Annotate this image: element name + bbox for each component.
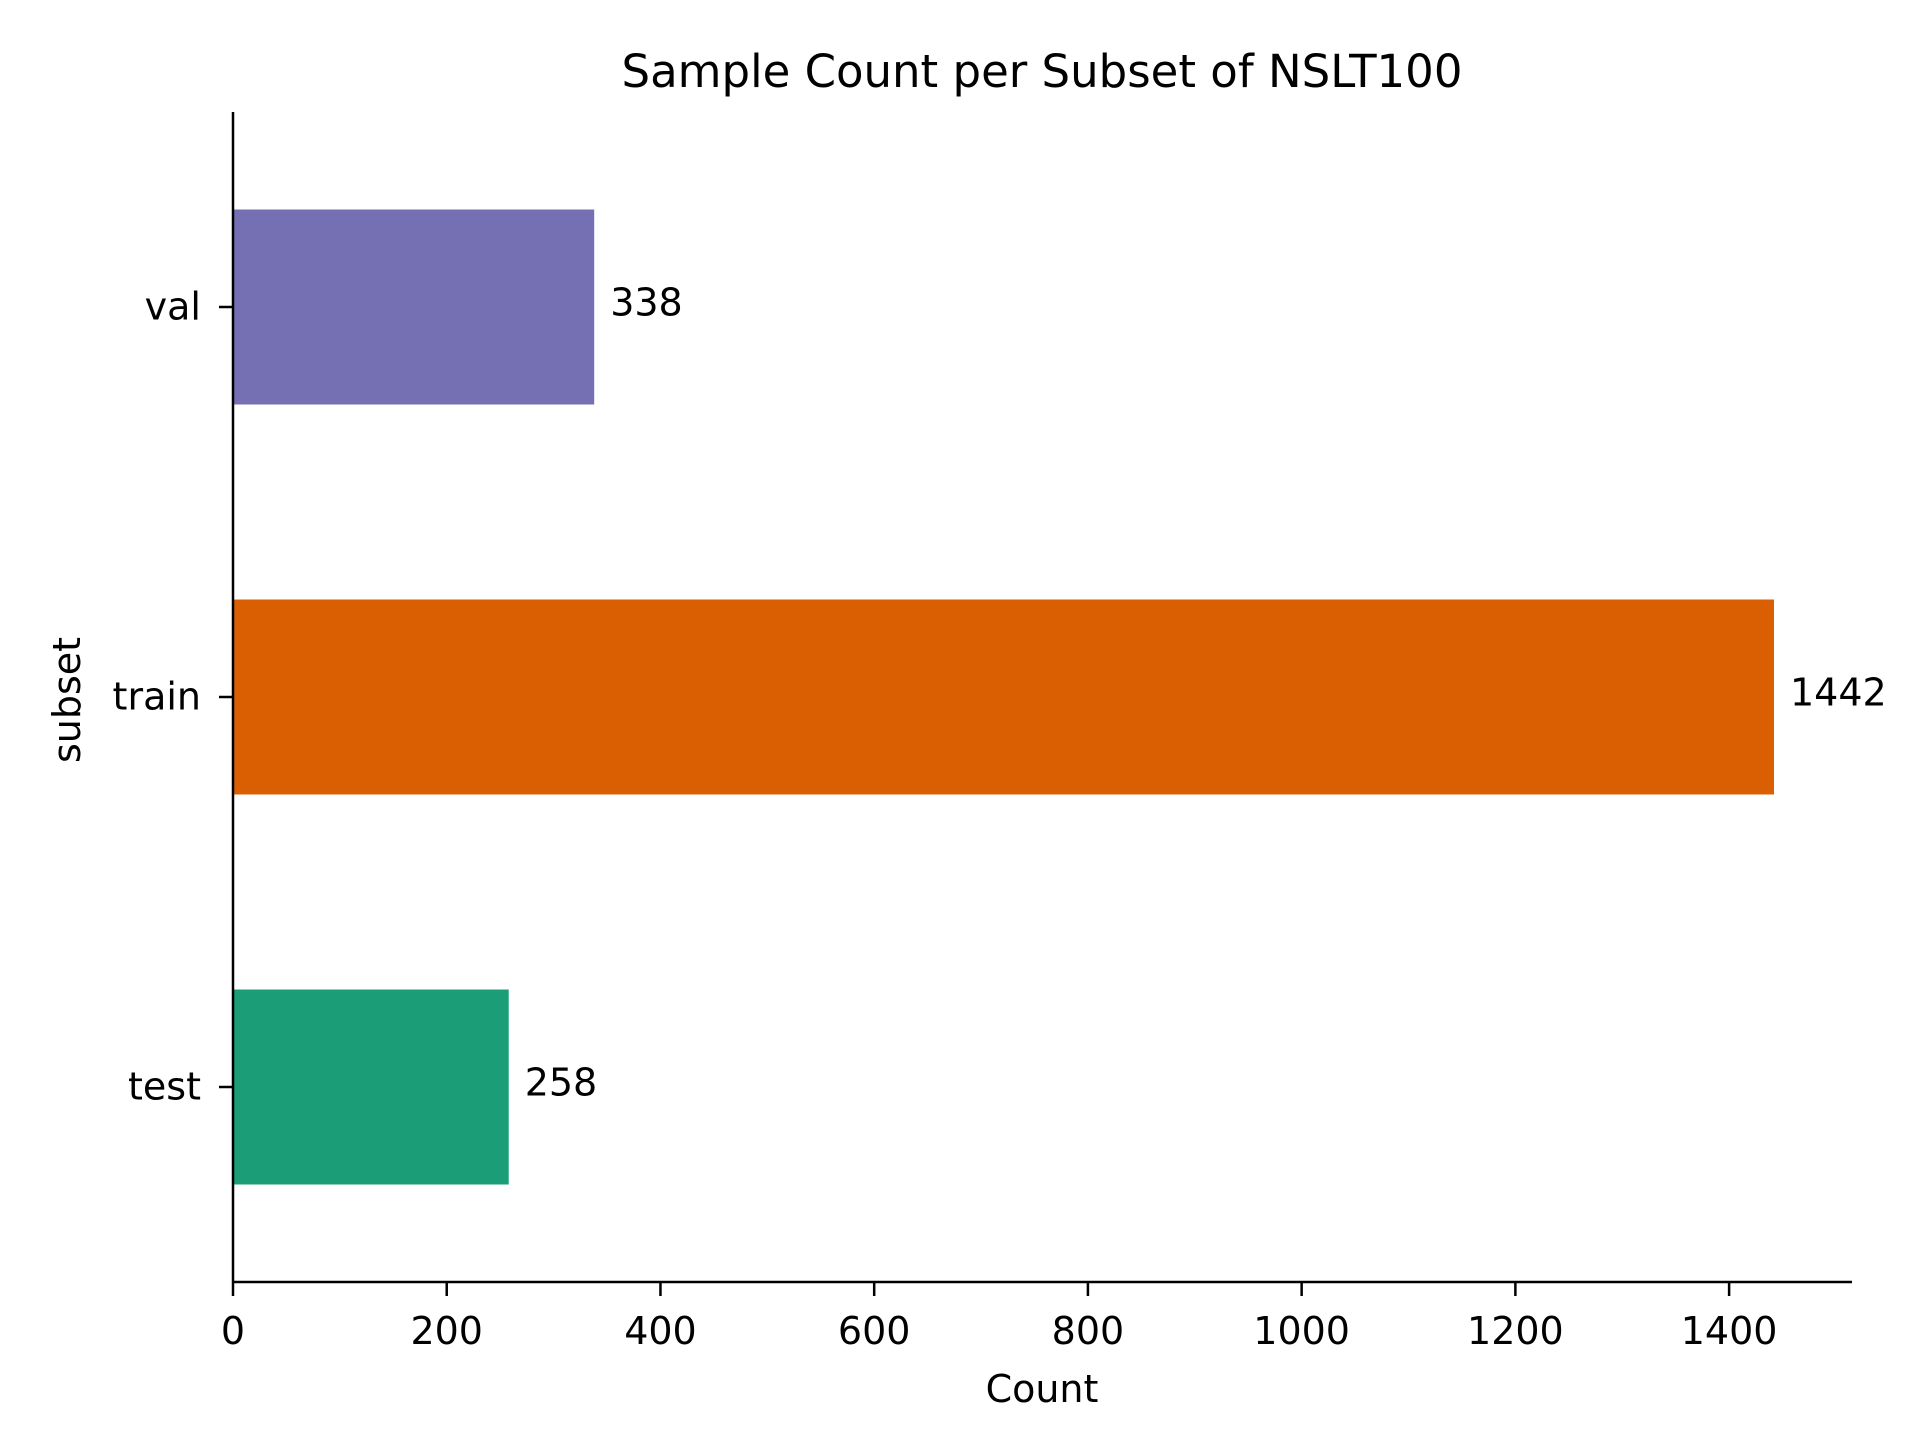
bars-group <box>233 209 1774 1185</box>
x-tick-label-600: 600 <box>838 1309 911 1353</box>
x-tick-label-200: 200 <box>410 1309 483 1353</box>
bar-val <box>233 209 595 405</box>
x-tick-label-0: 0 <box>221 1309 245 1353</box>
y-tick-label-test: test <box>128 1065 201 1109</box>
x-tick-label-1000: 1000 <box>1253 1309 1350 1353</box>
bar-test <box>233 989 509 1185</box>
y-axis-label: subset <box>45 637 89 763</box>
value-labels-group: 258 1442 338 <box>525 281 1887 1105</box>
bar-train <box>233 599 1774 795</box>
y-tick-label-train: train <box>113 675 201 719</box>
x-tick-label-1400: 1400 <box>1681 1309 1778 1353</box>
value-label-test: 258 <box>525 1061 598 1105</box>
y-tick-label-val: val <box>145 285 201 329</box>
x-ticks-group: 0 200 400 600 800 1000 1200 1400 <box>221 1282 1778 1353</box>
chart-title: Sample Count per Subset of NSLT100 <box>622 45 1463 98</box>
value-label-val: 338 <box>610 281 683 325</box>
value-label-train: 1442 <box>1790 671 1887 715</box>
x-tick-label-1200: 1200 <box>1467 1309 1564 1353</box>
x-axis-label: Count <box>986 1367 1099 1411</box>
y-ticks-group: test train val <box>113 285 233 1109</box>
x-tick-label-800: 800 <box>1052 1309 1125 1353</box>
x-tick-label-400: 400 <box>624 1309 697 1353</box>
